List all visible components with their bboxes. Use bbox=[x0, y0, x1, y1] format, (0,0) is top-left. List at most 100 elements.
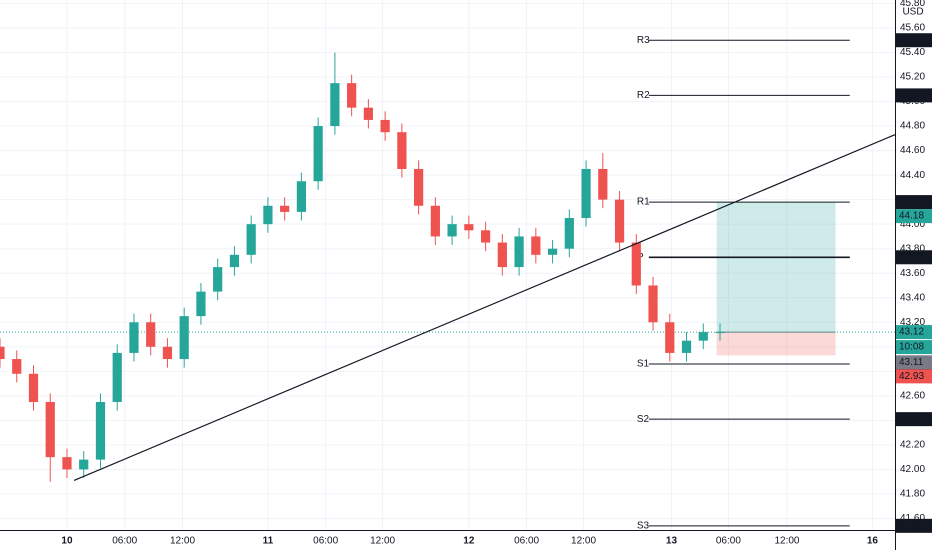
pivot-badge-bg bbox=[896, 518, 932, 533]
y-tick-label: 43.80 bbox=[900, 243, 925, 254]
pivot-name: S3 bbox=[637, 520, 650, 531]
target-badge-bg bbox=[896, 209, 932, 224]
x-tick-label: 10 bbox=[61, 536, 73, 547]
y-tick-label: 42.60 bbox=[900, 390, 925, 401]
pivot-badge-bg bbox=[896, 250, 932, 265]
pivot-name: R3 bbox=[637, 35, 650, 46]
target-badge: 44.18 bbox=[899, 211, 924, 222]
y-tick-label: 44.40 bbox=[900, 170, 925, 181]
candle-body bbox=[464, 224, 474, 231]
candle-body bbox=[698, 332, 708, 341]
candle-body bbox=[213, 267, 223, 292]
candle-body bbox=[531, 236, 541, 255]
pivot-badge: 45.05 bbox=[899, 90, 924, 101]
trendline bbox=[73, 134, 896, 482]
candle-body bbox=[648, 285, 658, 323]
y-tick-label: 42.20 bbox=[900, 440, 925, 451]
pivot-name: S2 bbox=[637, 414, 650, 425]
target-zone bbox=[716, 202, 836, 333]
y-tick-label: 43.40 bbox=[900, 292, 925, 303]
pivot-badge-bg bbox=[896, 412, 932, 427]
y-tick-label: 44.00 bbox=[900, 219, 925, 230]
pivot-badge: 41.54 bbox=[899, 520, 924, 531]
y-tick-label: 45.80 bbox=[900, 0, 925, 9]
x-tick-label: 06:00 bbox=[313, 536, 338, 547]
candle-body bbox=[581, 168, 591, 219]
pivot-badge-bg bbox=[896, 195, 932, 210]
candle-body bbox=[397, 132, 407, 169]
pivot-badge: 45.50 bbox=[899, 35, 924, 46]
pivot-badge-bg bbox=[896, 88, 932, 103]
candle-body bbox=[480, 230, 491, 243]
last-price-badge: 43.12 bbox=[899, 327, 924, 338]
pivot-name: R2 bbox=[637, 90, 650, 101]
pivot-badge: 42.41 bbox=[899, 414, 924, 425]
candle-body bbox=[28, 373, 39, 402]
candle-body bbox=[715, 332, 725, 334]
candle-body bbox=[447, 224, 457, 237]
y-tick-label: 41.80 bbox=[900, 489, 925, 500]
candle-body bbox=[347, 83, 357, 108]
candle-body bbox=[414, 168, 424, 206]
x-tick-label: 16 bbox=[867, 536, 879, 547]
candle-body bbox=[12, 359, 22, 374]
candle-body bbox=[112, 352, 122, 402]
y-tick-label: 42.00 bbox=[900, 464, 925, 475]
y-tick-label: 45.20 bbox=[900, 72, 925, 83]
candle-body bbox=[95, 401, 106, 460]
pivot-badge: 44.18 bbox=[899, 197, 924, 208]
x-tick-label: 12 bbox=[463, 536, 475, 547]
candle-body bbox=[363, 107, 373, 120]
pivot-name: R1 bbox=[637, 197, 650, 208]
candle-body bbox=[330, 83, 340, 127]
candle-body bbox=[514, 236, 524, 268]
pivot-name: S1 bbox=[637, 359, 650, 370]
candle-body bbox=[380, 119, 390, 133]
x-tick-label: 06:00 bbox=[514, 536, 539, 547]
candle-body bbox=[313, 126, 323, 182]
x-tick-label: 13 bbox=[666, 536, 678, 547]
y-tick-label: 45.40 bbox=[900, 47, 925, 58]
y-tick-label: 43.60 bbox=[900, 268, 925, 279]
pivot-badge-bg bbox=[896, 33, 932, 48]
candle-body bbox=[681, 340, 692, 353]
candle-body bbox=[564, 218, 574, 249]
x-tick-label: 12:00 bbox=[774, 536, 799, 547]
y-tick-label: 44.60 bbox=[900, 145, 925, 156]
currency: USD bbox=[902, 7, 923, 18]
countdown: 10:08 bbox=[899, 342, 924, 353]
y-tick-label: 44.80 bbox=[900, 121, 925, 132]
x-tick-label: 06:00 bbox=[112, 536, 137, 547]
x-tick-label: 06:00 bbox=[716, 536, 741, 547]
candle-body bbox=[280, 205, 290, 212]
candle-body bbox=[129, 322, 139, 353]
x-tick-label: 12:00 bbox=[571, 536, 596, 547]
prev-close-badge-bg bbox=[896, 355, 932, 370]
candle-body bbox=[162, 346, 173, 360]
candle-body bbox=[296, 181, 307, 212]
y-tick-label: 45.60 bbox=[900, 23, 925, 34]
candle-body bbox=[179, 316, 189, 360]
candle-body bbox=[497, 242, 507, 268]
stop-badge: 42.93 bbox=[899, 371, 924, 382]
stop-badge-bg bbox=[896, 369, 932, 384]
candle-body bbox=[0, 346, 5, 360]
candle-body bbox=[45, 401, 55, 458]
y-tick-label: 43.20 bbox=[900, 317, 925, 328]
candle-body bbox=[614, 199, 625, 243]
candle-body bbox=[229, 254, 240, 268]
x-tick-label: 11 bbox=[263, 536, 274, 547]
candle-body bbox=[598, 168, 608, 200]
candle-body bbox=[246, 224, 256, 255]
candle-body bbox=[547, 248, 558, 255]
stop-zone bbox=[716, 332, 836, 356]
prev-close-badge: 43.11 bbox=[899, 357, 924, 368]
candle-body bbox=[79, 459, 89, 470]
candle-body bbox=[263, 205, 273, 225]
candle-body bbox=[62, 457, 72, 470]
y-tick-label: 41.60 bbox=[900, 513, 925, 524]
candle-body bbox=[196, 291, 206, 317]
pivot-badge: 43.73 bbox=[899, 252, 924, 263]
